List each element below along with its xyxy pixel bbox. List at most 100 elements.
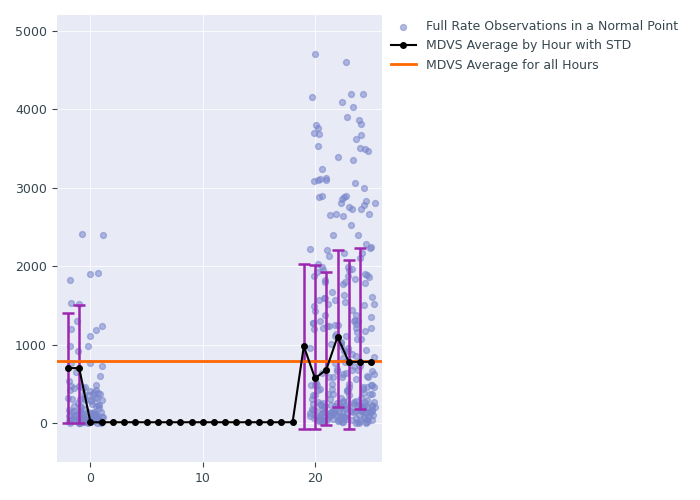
Full Rate Observations in a Normal Point [85,408,97,416]
Full Rate Observations in a Normal Point [358,201,370,209]
Full Rate Observations in a Normal Point [365,408,376,416]
Full Rate Observations in a Normal Point [313,260,324,268]
Full Rate Observations in a Normal Point [69,402,80,410]
Full Rate Observations in a Normal Point [326,408,337,416]
Full Rate Observations in a Normal Point [351,135,362,143]
Full Rate Observations in a Normal Point [74,418,85,426]
Full Rate Observations in a Normal Point [350,324,361,332]
MDVS Average for all Hours [97,358,106,364]
Full Rate Observations in a Normal Point [347,306,358,314]
Full Rate Observations in a Normal Point [329,402,340,410]
Full Rate Observations in a Normal Point [316,418,328,426]
Full Rate Observations in a Normal Point [339,298,350,306]
Full Rate Observations in a Normal Point [336,418,347,426]
MDVS Average by Hour with STD [344,359,353,365]
Full Rate Observations in a Normal Point [357,382,368,390]
Full Rate Observations in a Normal Point [305,412,316,420]
MDVS Average by Hour with STD [64,365,72,371]
Full Rate Observations in a Normal Point [315,317,326,325]
Full Rate Observations in a Normal Point [369,198,380,206]
Full Rate Observations in a Normal Point [307,93,318,101]
Full Rate Observations in a Normal Point [365,313,377,321]
Full Rate Observations in a Normal Point [85,418,96,426]
Full Rate Observations in a Normal Point [328,372,339,380]
Full Rate Observations in a Normal Point [358,388,370,396]
Full Rate Observations in a Normal Point [350,375,361,383]
Full Rate Observations in a Normal Point [324,410,335,418]
Line: MDVS Average by Hour with STD: MDVS Average by Hour with STD [65,334,374,425]
Full Rate Observations in a Normal Point [314,296,325,304]
Full Rate Observations in a Normal Point [92,419,103,427]
MDVS Average by Hour with STD [322,366,330,372]
Full Rate Observations in a Normal Point [312,142,323,150]
Full Rate Observations in a Normal Point [355,144,366,152]
Full Rate Observations in a Normal Point [321,322,332,330]
Full Rate Observations in a Normal Point [326,380,337,388]
Full Rate Observations in a Normal Point [343,402,354,410]
Legend: Full Rate Observations in a Normal Point, MDVS Average by Hour with STD, MDVS Av: Full Rate Observations in a Normal Point… [386,15,682,76]
Full Rate Observations in a Normal Point [316,410,327,418]
Full Rate Observations in a Normal Point [91,416,102,424]
Full Rate Observations in a Normal Point [358,408,369,416]
Full Rate Observations in a Normal Point [368,300,379,308]
Full Rate Observations in a Normal Point [338,413,349,421]
Full Rate Observations in a Normal Point [341,405,352,413]
Full Rate Observations in a Normal Point [340,278,351,286]
Full Rate Observations in a Normal Point [336,98,347,106]
Full Rate Observations in a Normal Point [335,199,346,207]
Full Rate Observations in a Normal Point [360,418,372,426]
Full Rate Observations in a Normal Point [321,176,332,184]
Full Rate Observations in a Normal Point [69,408,80,416]
Full Rate Observations in a Normal Point [315,402,326,409]
Full Rate Observations in a Normal Point [324,412,335,420]
Full Rate Observations in a Normal Point [319,408,330,416]
Full Rate Observations in a Normal Point [89,408,100,416]
Full Rate Observations in a Normal Point [360,240,372,248]
Full Rate Observations in a Normal Point [73,416,84,424]
Full Rate Observations in a Normal Point [328,408,339,416]
Full Rate Observations in a Normal Point [317,416,328,424]
Full Rate Observations in a Normal Point [317,398,328,406]
Full Rate Observations in a Normal Point [64,276,76,283]
Full Rate Observations in a Normal Point [81,418,92,426]
Full Rate Observations in a Normal Point [333,321,344,329]
Full Rate Observations in a Normal Point [309,372,321,380]
MDVS Average by Hour with STD [142,420,150,426]
Full Rate Observations in a Normal Point [363,372,374,380]
MDVS Average by Hour with STD [188,420,196,426]
Full Rate Observations in a Normal Point [364,244,375,252]
Full Rate Observations in a Normal Point [321,174,332,182]
Full Rate Observations in a Normal Point [83,391,94,399]
Full Rate Observations in a Normal Point [76,414,87,422]
MDVS Average by Hour with STD [176,420,185,426]
Full Rate Observations in a Normal Point [340,358,351,366]
Full Rate Observations in a Normal Point [353,366,364,374]
Full Rate Observations in a Normal Point [304,245,316,253]
Full Rate Observations in a Normal Point [330,322,341,330]
Full Rate Observations in a Normal Point [335,338,346,345]
Full Rate Observations in a Normal Point [85,416,97,424]
Full Rate Observations in a Normal Point [340,192,351,200]
Full Rate Observations in a Normal Point [308,390,319,398]
Full Rate Observations in a Normal Point [93,404,104,412]
Full Rate Observations in a Normal Point [95,390,106,398]
Full Rate Observations in a Normal Point [332,154,344,162]
Full Rate Observations in a Normal Point [74,415,85,423]
Full Rate Observations in a Normal Point [326,386,337,394]
Full Rate Observations in a Normal Point [356,406,367,414]
Full Rate Observations in a Normal Point [79,412,90,420]
Full Rate Observations in a Normal Point [341,369,352,377]
Full Rate Observations in a Normal Point [97,322,108,330]
Full Rate Observations in a Normal Point [328,231,339,239]
MDVS Average by Hour with STD [97,420,106,426]
Full Rate Observations in a Normal Point [69,411,80,419]
Full Rate Observations in a Normal Point [369,402,380,410]
Full Rate Observations in a Normal Point [312,268,323,276]
Full Rate Observations in a Normal Point [313,386,324,394]
Full Rate Observations in a Normal Point [314,385,326,393]
Full Rate Observations in a Normal Point [316,409,328,417]
Full Rate Observations in a Normal Point [322,246,333,254]
Full Rate Observations in a Normal Point [318,404,330,411]
Full Rate Observations in a Normal Point [361,271,372,279]
Full Rate Observations in a Normal Point [313,416,324,424]
